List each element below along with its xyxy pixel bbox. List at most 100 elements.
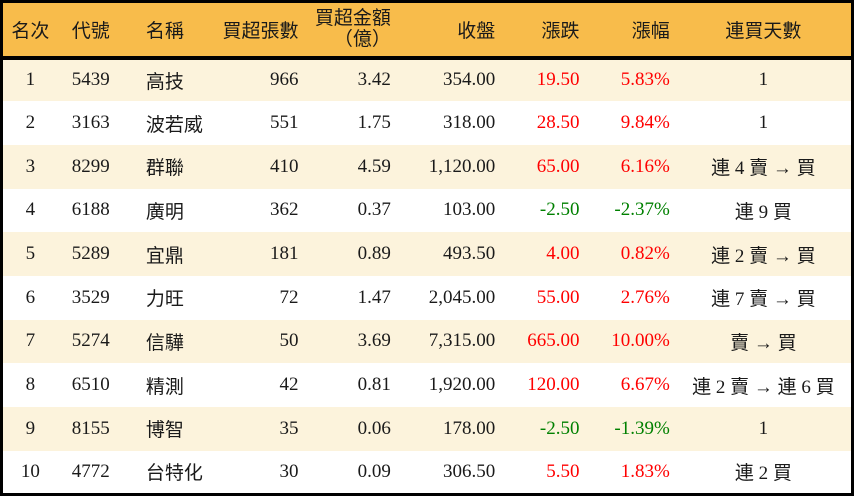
- col-header-amount: 買超金額 （億）: [304, 1, 397, 60]
- cell-amount: 0.09: [357, 460, 391, 482]
- cell-close: 103.00: [442, 199, 496, 221]
- cell-change: 120.00: [527, 374, 580, 396]
- col-header-change: 漲跌: [501, 1, 586, 60]
- cell-streak: 連 2 賣 → 連 6 買: [692, 376, 835, 398]
- col-header-rank: 名次: [1, 1, 58, 60]
- cell-amount: 0.37: [357, 199, 391, 221]
- cell-change: 5.50: [546, 460, 580, 482]
- cell-rank: 9: [25, 417, 36, 439]
- cell-amount: 0.06: [357, 417, 391, 439]
- cell-amount: 3.42: [357, 69, 391, 91]
- cell-streak: 1: [758, 69, 769, 91]
- cell-shares: 30: [279, 460, 299, 482]
- cell-shares: 35: [279, 417, 299, 439]
- cell-rank: 10: [20, 460, 40, 482]
- cell-close: 7,315.00: [428, 330, 496, 352]
- table-header: 名次 代號 名稱 買超張數 買超金額 （億） 收盤 漲跌 漲幅 連買天數: [1, 1, 853, 60]
- cell-amount: 1.47: [357, 286, 391, 308]
- cell-streak: 1: [758, 417, 769, 439]
- cell-rank: 8: [25, 374, 36, 396]
- cell-close: 1,120.00: [428, 155, 496, 177]
- cell-rank: 4: [25, 199, 36, 221]
- cell-change: 55.00: [536, 286, 580, 308]
- cell-amount: 0.81: [357, 374, 391, 396]
- cell-code: 4772: [71, 460, 110, 482]
- col-header-change-pct: 漲幅: [585, 1, 676, 60]
- cell-rank: 2: [25, 112, 36, 134]
- cell-change: 19.50: [536, 69, 580, 91]
- cell-change_pct: 5.83%: [620, 69, 670, 91]
- cell-code: 8155: [71, 417, 110, 439]
- cell-close: 178.00: [442, 417, 496, 439]
- cell-streak: 連 2 買: [734, 463, 792, 485]
- cell-change: -2.50: [539, 199, 580, 221]
- cell-streak: 賣 → 買: [730, 332, 797, 354]
- cell-amount: 0.89: [357, 243, 391, 265]
- cell-shares: 42: [279, 374, 299, 396]
- cell-amount: 4.59: [357, 155, 391, 177]
- cell-change_pct: 6.16%: [620, 155, 670, 177]
- cell-change_pct: 1.83%: [620, 460, 670, 482]
- cell-name: 力旺: [145, 289, 184, 311]
- cell-change: -2.50: [539, 417, 580, 439]
- col-header-code: 代號: [57, 1, 124, 60]
- cell-shares: 72: [279, 286, 299, 308]
- col-header-shares: 買超張數: [218, 1, 305, 60]
- col-header-streak: 連買天數: [675, 1, 853, 60]
- cell-name: 波若威: [145, 114, 203, 136]
- table-row: 4 6188 廣明 362 0.37 103.00 -2.50 -2.37% 連 9 買: [1, 188, 853, 233]
- cell-change_pct: -2.37%: [614, 199, 670, 221]
- cell-rank: 6: [25, 286, 36, 308]
- cell-code: 5439: [71, 69, 110, 91]
- cell-close: 1,920.00: [428, 374, 496, 396]
- header-row: 名次 代號 名稱 買超張數 買超金額 （億） 收盤 漲跌 漲幅 連買天數: [1, 1, 853, 60]
- table-row: 3 8299 群聯 410 4.59 1,120.00 65.00 6.16% 連 4 賣 → …: [1, 144, 853, 189]
- cell-code: 3529: [71, 286, 110, 308]
- cell-change_pct: 0.82%: [620, 243, 670, 265]
- col-header-close: 收盤: [396, 1, 502, 60]
- table-row: 7 5274 信驊 50 3.69 7,315.00 665.00 10.00% 賣 → 買: [1, 319, 853, 364]
- cell-code: 8299: [71, 155, 110, 177]
- cell-rank: 1: [25, 69, 36, 91]
- cell-rank: 5: [25, 243, 36, 265]
- cell-change: 665.00: [527, 330, 580, 352]
- cell-shares: 966: [270, 69, 299, 91]
- table-row: 1 5439 高技 966 3.42 354.00 19.50 5.83% 1: [1, 57, 853, 102]
- cell-amount: 1.75: [357, 112, 391, 134]
- cell-name: 台特化: [145, 463, 203, 485]
- cell-shares: 50: [279, 330, 299, 352]
- table-row: 2 3163 波若威 551 1.75 318.00 28.50 9.84% 1: [1, 101, 853, 145]
- cell-streak: 連 2 賣 → 買: [711, 245, 816, 267]
- cell-name: 精測: [145, 376, 184, 398]
- cell-name: 宜鼎: [145, 245, 184, 267]
- cell-close: 354.00: [442, 69, 496, 91]
- cell-close: 318.00: [442, 112, 496, 134]
- cell-rank: 3: [25, 155, 36, 177]
- table-row: 10 4772 台特化 30 0.09 306.50 5.50 1.83% 連 2 買: [1, 450, 853, 495]
- cell-code: 6188: [71, 199, 110, 221]
- cell-streak: 連 9 買: [734, 201, 792, 223]
- cell-code: 6510: [71, 374, 110, 396]
- table-body: 1 5439 高技 966 3.42 354.00 19.50 5.83% 1 2 3163 波若威 5…: [1, 57, 853, 495]
- cell-streak: 連 4 賣 → 買: [711, 158, 816, 180]
- cell-close: 306.50: [442, 460, 496, 482]
- cell-name: 廣明: [145, 201, 184, 223]
- table-row: 9 8155 博智 35 0.06 178.00 -2.50 -1.39% 1: [1, 407, 853, 451]
- cell-shares: 551: [270, 112, 299, 134]
- cell-name: 高技: [145, 71, 184, 93]
- cell-code: 5274: [71, 330, 110, 352]
- cell-shares: 181: [270, 243, 299, 265]
- cell-close: 493.50: [442, 243, 496, 265]
- table-row: 5 5289 宜鼎 181 0.89 493.50 4.00 0.82% 連 2 賣 → 買: [1, 232, 853, 276]
- cell-code: 3163: [71, 112, 110, 134]
- col-header-name: 名稱: [123, 1, 219, 60]
- cell-close: 2,045.00: [428, 286, 496, 308]
- table-row: 8 6510 精測 42 0.81 1,920.00 120.00 6.67% 連 2 賣 → …: [1, 363, 853, 407]
- cell-change: 65.00: [536, 155, 580, 177]
- cell-name: 博智: [145, 420, 184, 442]
- cell-shares: 362: [270, 199, 299, 221]
- cell-change_pct: 9.84%: [620, 112, 670, 134]
- cell-amount: 3.69: [357, 330, 391, 352]
- cell-change_pct: 2.76%: [620, 286, 670, 308]
